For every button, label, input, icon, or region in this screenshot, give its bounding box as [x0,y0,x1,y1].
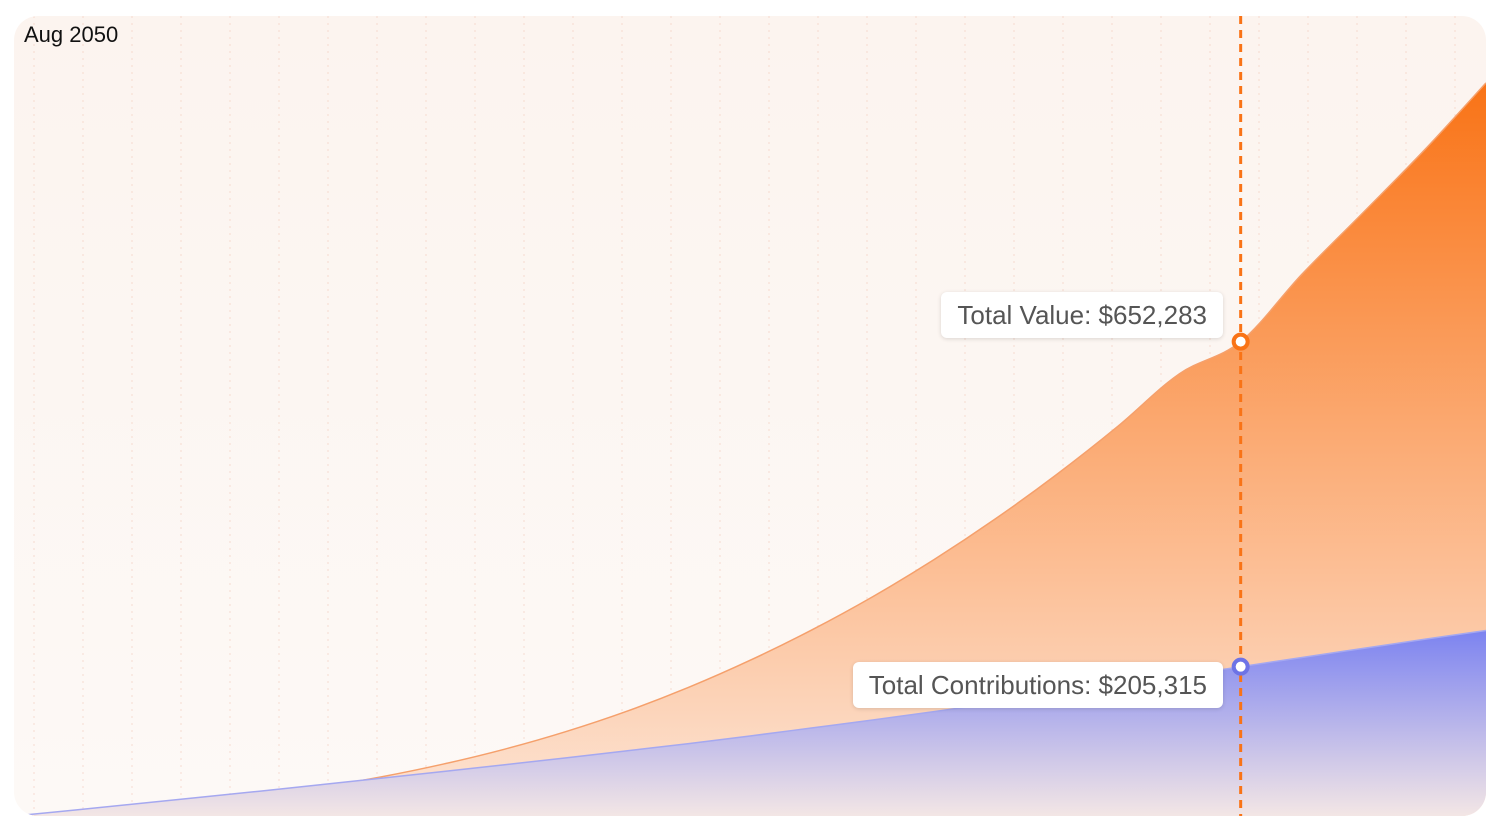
tooltip-total-value: Total Value: $652,283 [941,292,1223,338]
chart-plot[interactable] [14,16,1486,816]
hover-marker-total-value [1231,332,1250,351]
hover-marker-total-contributions [1231,657,1250,676]
tooltip-total-contributions: Total Contributions: $205,315 [852,662,1223,708]
hover-date-label: Aug 2050 [24,22,119,47]
growth-chart[interactable]: Aug 2050 Total Value: $652,283 Total Con… [14,16,1486,816]
series-area-total-contributions [14,630,1486,816]
series-area-total-value [14,82,1486,816]
